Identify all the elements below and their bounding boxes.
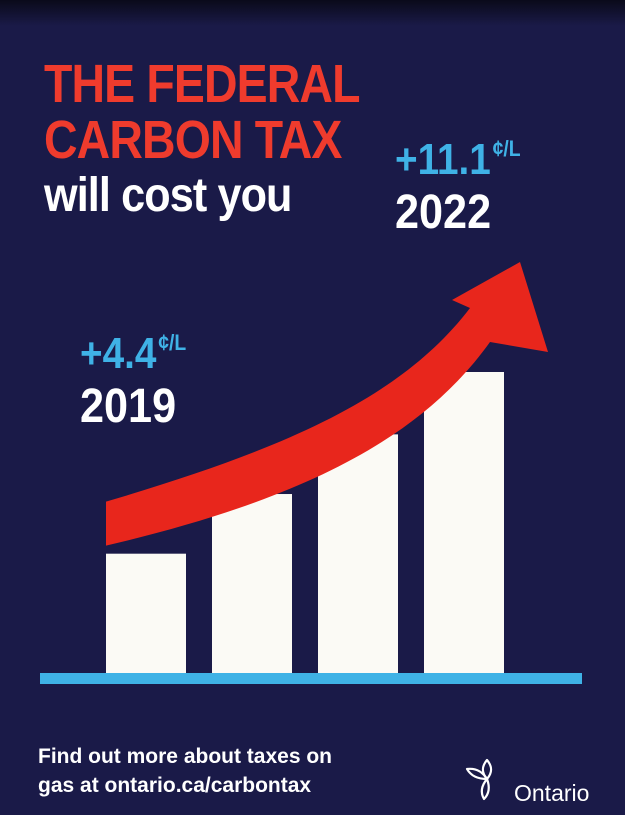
callout-2019: +4.4¢/L 2019 xyxy=(80,318,201,435)
headline-line-2: CARBON TAX xyxy=(44,110,342,170)
bar-4 xyxy=(424,372,504,673)
headline-line-1: THE FEDERAL xyxy=(44,54,360,114)
callout-2022-unit: ¢/L xyxy=(492,136,521,161)
footer-text: Find out more about taxes on gas at onta… xyxy=(38,742,332,800)
callout-2019-amount: +4.4¢/L xyxy=(80,329,187,378)
chart-baseline xyxy=(40,673,582,684)
bar-1 xyxy=(106,553,186,673)
ontario-wordmark: Ontario xyxy=(514,780,590,806)
ontario-logo: Ontario xyxy=(462,752,612,806)
bar-2 xyxy=(212,494,292,673)
trillium-icon xyxy=(465,758,493,801)
bar-3 xyxy=(318,434,398,673)
callout-2022-amount: +11.1¢/L xyxy=(395,135,521,184)
callout-2019-year: 2019 xyxy=(80,380,177,433)
headline-line-3: will cost you xyxy=(44,169,292,222)
trend-arrow xyxy=(106,262,548,546)
headline: THE FEDERAL CARBON TAX will cost you xyxy=(44,56,411,224)
callout-2022: +11.1¢/L 2022 xyxy=(395,124,538,241)
callout-2019-unit: ¢/L xyxy=(158,330,187,355)
footer-line-1: Find out more about taxes on xyxy=(38,745,333,768)
footer-line-2: gas at ontario.ca/carbontax xyxy=(38,774,312,797)
bars-layer xyxy=(106,372,504,673)
callout-2022-year: 2022 xyxy=(395,186,492,239)
